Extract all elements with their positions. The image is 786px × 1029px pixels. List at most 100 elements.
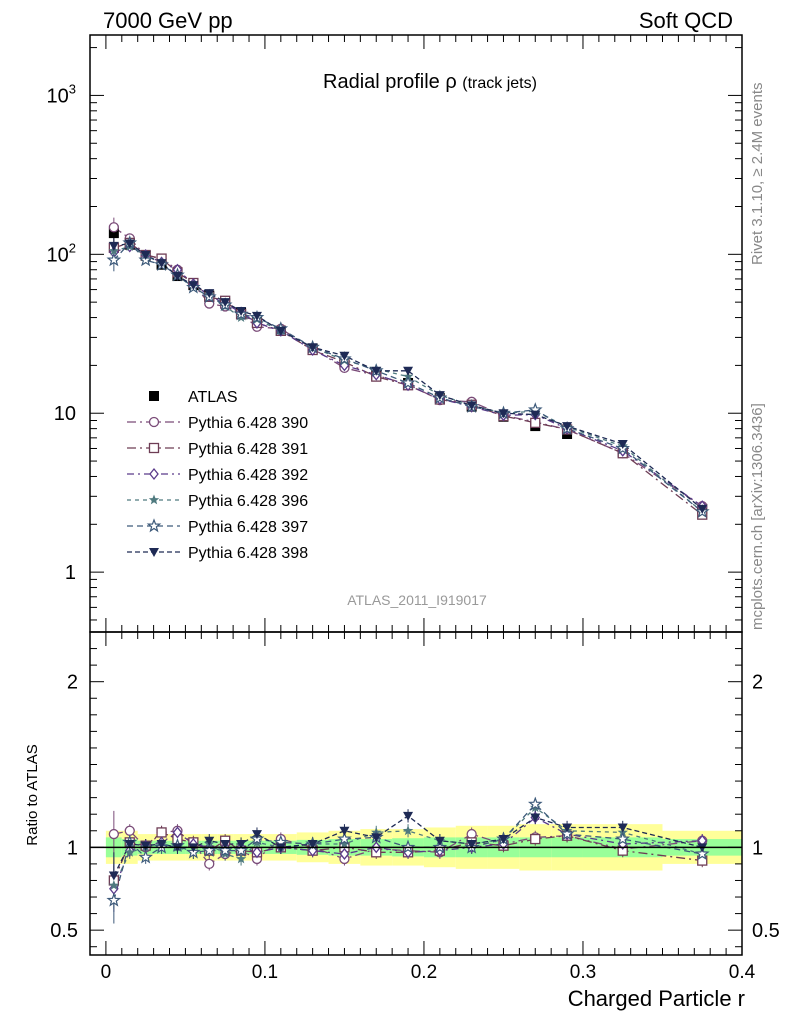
ytick-main-label-3: 103 [47,81,76,107]
main-series-lines [113,226,703,516]
main-point-6-13 [371,366,382,376]
ratio-point-5-20 [615,831,631,846]
ratio-point-5-2 [138,849,153,864]
ratio-point-5-12 [337,831,352,846]
ratio-point-2-18 [530,833,541,845]
main-point-6-2 [140,251,151,261]
ratio-point-6-19 [562,823,573,833]
main-point-6-16 [466,401,477,411]
ytick-ratio-label-r-1: 1 [752,837,763,859]
main-point-6-3 [156,259,167,269]
ratio-point-4-1 [124,846,135,857]
legend-marker-1 [148,416,160,428]
main-point-6-18 [530,410,541,420]
xtick-label-3: 0.3 [570,962,596,983]
legend-marker-2 [148,442,160,454]
ratio-point-4-0 [108,879,120,890]
main-point-6-21 [697,504,708,514]
ratio-point-3-12 [339,847,350,860]
ratio-point-5-6 [201,842,217,857]
main-point-6-12 [339,351,350,361]
ratio-point-6-2 [140,841,151,851]
ytick-ratio-label-l-2: 2 [67,672,78,694]
ratio-point-2-3 [156,827,167,838]
main-point-6-14 [403,366,414,376]
main-line-1 [113,226,703,507]
ytick-ratio-label-l-0: 0.5 [50,920,78,942]
ratio-point-5-0 [106,892,122,907]
ratio-point-6-17 [498,835,509,845]
main-frame [89,34,743,633]
main-point-6-11 [307,343,318,353]
main-point-6-4 [172,272,183,282]
main-point-6-10 [275,326,286,336]
ratio-point-6-8 [236,840,247,850]
ytick-ratio-label-l-1: 1 [67,837,78,859]
ratio-point-1-0 [108,828,120,840]
xtick-label-1: 0.1 [252,962,278,983]
legend-marker-3 [149,467,159,481]
ratio-point-4-8 [235,853,247,864]
ratio-line-2 [113,831,703,881]
legend-marker-6 [149,548,159,557]
ratio-point-3-4 [172,826,183,839]
side-rivet: Rivet 3.1.10, ≥ 2.4M events [749,83,766,266]
xlabel: Charged Particle r [568,986,745,1011]
legend-label-0: ATLAS [188,389,238,406]
ratio-point-5-18 [527,796,543,811]
main-point-6-15 [434,391,445,401]
ratio-point-5-7 [217,842,233,857]
main-point-1-0 [108,222,120,233]
ratio-point-4-12 [339,838,350,849]
ytick-main-label-2: 102 [47,240,76,266]
ratio-point-5-8 [233,842,249,857]
main-line-3 [113,245,703,507]
main-point-6-9 [251,311,262,321]
ratio-point-6-7 [220,840,231,850]
ytick-main-label-0: 1 [65,562,76,584]
header-right: Soft QCD [639,8,733,33]
main-point-6-19 [562,422,573,432]
ytick-main-label-1: 10 [54,403,76,425]
chart-title-symbol: ρ [445,71,456,93]
ratio-point-6-14 [403,811,414,821]
ratio-point-5-21 [694,846,710,861]
main-point-6-0 [108,241,119,251]
ratio-point-6-11 [307,840,318,850]
ratio-frame [89,631,743,956]
chart-title: Radial profile ρ (track jets) [323,71,537,93]
main-point-6-20 [617,440,628,450]
xtick-label-0: 0 [101,962,112,983]
main-point-6-1 [124,239,135,249]
ratio-point-5-19 [559,826,575,841]
main-point-5-14 [400,375,416,390]
panel-frames [89,34,743,956]
main-point-6-7 [220,298,231,308]
header-left: 7000 GeV pp [103,8,233,33]
legend-label-6: Pythia 6.428 398 [188,545,308,562]
main-line-6 [113,242,703,510]
side-mcplots: mcplots.cern.ch [arXiv:1306.3436] [749,403,766,630]
main-point-0-0 [108,228,119,239]
ratio-line-6 [113,815,703,876]
ratio-point-6-0 [108,871,119,881]
ratio-series-lines [113,803,703,901]
legend-label-3: Pythia 6.428 392 [188,467,308,484]
ratio-point-6-12 [339,826,350,836]
ratio-point-1-1 [124,825,135,836]
legend-label-1: Pythia 6.428 390 [188,415,308,432]
axis-ticks [90,35,743,955]
ratio-point-4-14 [402,825,414,836]
legend: ATLAS Pythia 6.428 390 Pythia 6.428 391 Pyt… [127,389,308,562]
main-point-5-0 [106,252,122,267]
ratio-point-3-9 [252,846,262,859]
main-point-6-5 [188,281,199,291]
ratio-point-6-13 [371,833,382,843]
chart-title-suffix: (track jets) [462,75,537,92]
legend-marker-4 [148,494,160,505]
ytick-ratio-label-r-2: 2 [752,672,763,694]
ratio-point-6-16 [466,840,477,850]
legend-marker-0 [149,391,159,401]
xtick-label-4: 0.4 [729,962,756,983]
